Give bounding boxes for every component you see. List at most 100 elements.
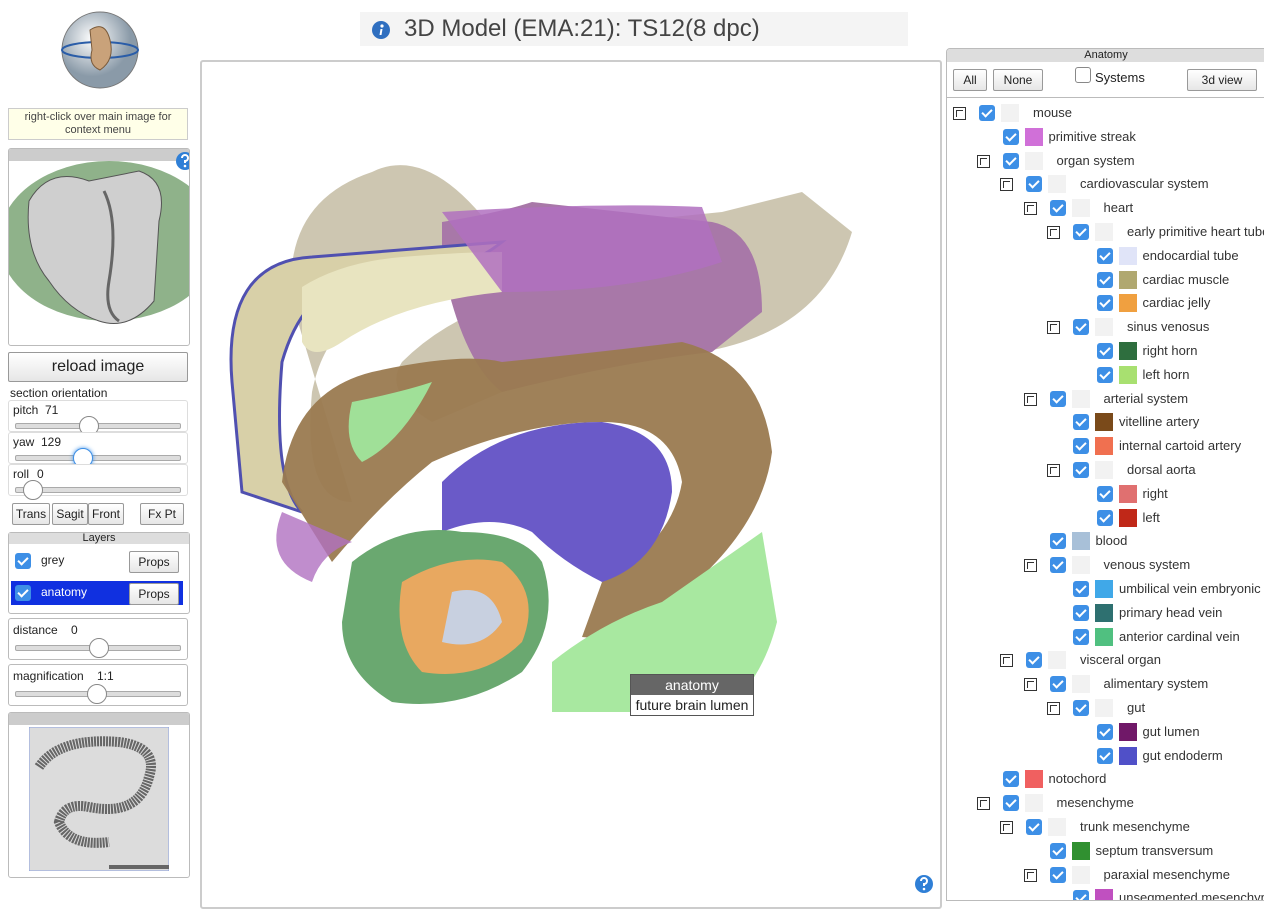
3d-view-button[interactable]: 3d view — [1187, 69, 1257, 91]
tree-toggle[interactable] — [976, 797, 990, 811]
tree-label[interactable]: endocardial tube — [1142, 247, 1239, 263]
view-button[interactable]: Fx Pt — [140, 503, 184, 525]
view-button[interactable]: Front — [88, 503, 124, 525]
none-button[interactable]: None — [993, 69, 1043, 91]
tree-label[interactable]: cardiac jelly — [1142, 295, 1211, 311]
tree-label[interactable]: gut — [1127, 700, 1146, 715]
tree-checkbox[interactable] — [1096, 366, 1113, 383]
tree-label[interactable]: gut endoderm — [1142, 747, 1223, 763]
tree-checkbox[interactable] — [1049, 390, 1066, 407]
tree-checkbox[interactable] — [1073, 224, 1089, 240]
all-button[interactable]: All — [953, 69, 987, 91]
tree-toggle[interactable] — [1047, 226, 1060, 239]
tree-label[interactable]: paraxial mesenchyme — [1103, 866, 1230, 882]
tree-checkbox[interactable] — [1096, 295, 1113, 312]
tree-checkbox[interactable] — [1049, 557, 1066, 574]
model-viewer[interactable] — [8, 148, 190, 346]
tree-label[interactable]: unsegmented mesenchyme — [1119, 890, 1264, 901]
tree-label[interactable]: arterial system — [1103, 390, 1189, 406]
tree-label[interactable]: organ system — [1056, 152, 1135, 168]
slider-knob[interactable] — [89, 638, 109, 658]
tree-checkbox[interactable] — [1073, 462, 1089, 478]
tree-checkbox[interactable] — [1096, 723, 1113, 740]
layer-checkbox[interactable] — [15, 585, 31, 601]
tree-label[interactable]: blood — [1095, 533, 1128, 549]
tree-checkbox[interactable] — [1096, 343, 1113, 359]
tree-label[interactable]: early primitive heart tube — [1127, 224, 1264, 239]
tree-label[interactable]: cardiovascular system — [1080, 176, 1209, 192]
tree-label[interactable]: right horn — [1142, 343, 1198, 358]
tree-label[interactable]: left — [1142, 509, 1160, 525]
tree-checkbox[interactable] — [1002, 795, 1019, 812]
tree-checkbox[interactable] — [1026, 652, 1042, 669]
tree-label[interactable]: vitelline artery — [1119, 414, 1200, 430]
props-button[interactable]: Props — [129, 551, 179, 573]
logo[interactable] — [60, 10, 140, 90]
tree-label[interactable]: cardiac muscle — [1142, 271, 1230, 287]
tree-toggle[interactable] — [1047, 464, 1060, 477]
tree-checkbox[interactable] — [1096, 747, 1113, 764]
tree-toggle[interactable] — [1023, 678, 1037, 692]
slider-knob[interactable] — [23, 480, 43, 500]
slider-knob[interactable] — [87, 684, 107, 704]
tree-checkbox[interactable] — [1073, 604, 1089, 621]
tree-checkbox[interactable] — [1049, 866, 1066, 883]
tree-label[interactable]: left horn — [1142, 366, 1190, 382]
tree-checkbox[interactable] — [1096, 485, 1113, 502]
tree-label[interactable]: anterior cardinal vein — [1119, 628, 1240, 644]
tree-label[interactable]: visceral organ — [1080, 652, 1161, 668]
tree-label[interactable]: mouse — [1033, 105, 1073, 120]
tree-label[interactable]: sinus venosus — [1127, 319, 1210, 335]
tree-label[interactable]: trunk mesenchyme — [1080, 819, 1190, 834]
tree-label[interactable]: notochord — [1048, 771, 1107, 787]
tree-checkbox[interactable] — [1073, 700, 1089, 716]
tree-toggle[interactable] — [1047, 321, 1060, 335]
tree-toggle[interactable] — [1000, 178, 1013, 192]
overview-image[interactable] — [29, 727, 169, 871]
tree-label[interactable]: right — [1142, 485, 1168, 501]
systems-checkbox[interactable] — [1075, 67, 1091, 83]
tree-label[interactable]: heart — [1103, 200, 1134, 216]
layer-row[interactable]: anatomy Props — [11, 581, 183, 605]
tree-checkbox[interactable] — [1073, 581, 1089, 597]
main-view[interactable]: anatomy future brain lumen — [200, 60, 942, 909]
tree-label[interactable]: primitive streak — [1048, 128, 1136, 144]
tree-label[interactable]: internal cartoid artery — [1119, 438, 1242, 454]
tree-toggle[interactable] — [1023, 392, 1037, 406]
help-icon[interactable] — [914, 874, 934, 894]
tree-toggle[interactable] — [1023, 202, 1037, 216]
tree-toggle[interactable] — [1023, 559, 1037, 573]
tree-checkbox[interactable] — [1073, 628, 1089, 645]
tree-checkbox[interactable] — [1073, 438, 1089, 455]
tree-checkbox[interactable] — [979, 105, 995, 121]
tree-label[interactable]: mesenchyme — [1056, 795, 1134, 811]
tree-label[interactable]: venous system — [1103, 557, 1191, 573]
props-button[interactable]: Props — [129, 583, 179, 605]
tree-checkbox[interactable] — [1096, 271, 1113, 288]
tree-checkbox[interactable] — [1049, 842, 1066, 859]
tree-toggle[interactable] — [1023, 868, 1037, 882]
layer-row[interactable]: grey Props — [11, 549, 183, 573]
tree-toggle[interactable] — [976, 154, 990, 168]
tree-checkbox[interactable] — [1002, 152, 1019, 169]
tree-checkbox[interactable] — [1026, 819, 1042, 835]
tree-checkbox[interactable] — [1002, 128, 1019, 145]
tree-label[interactable]: alimentary system — [1103, 676, 1209, 692]
tree-checkbox[interactable] — [1096, 509, 1113, 526]
tree-checkbox[interactable] — [1049, 676, 1066, 693]
help-icon[interactable] — [175, 151, 190, 171]
tree-label[interactable]: dorsal aorta — [1127, 462, 1196, 477]
tree-checkbox[interactable] — [1096, 247, 1113, 264]
tree-label[interactable]: septum transversum — [1095, 842, 1214, 858]
tree-checkbox[interactable] — [1026, 176, 1042, 193]
tree-checkbox[interactable] — [1049, 200, 1066, 217]
view-button[interactable]: Sagit — [52, 503, 88, 525]
view-button[interactable]: Trans — [12, 503, 50, 525]
tree-toggle[interactable] — [953, 107, 966, 120]
layer-checkbox[interactable] — [15, 553, 31, 569]
tree-toggle[interactable] — [1000, 654, 1013, 668]
tree-toggle[interactable] — [1000, 821, 1013, 834]
info-icon[interactable] — [372, 21, 390, 39]
tree-label[interactable]: primary head vein — [1119, 604, 1223, 620]
tree-toggle[interactable] — [1047, 702, 1060, 715]
